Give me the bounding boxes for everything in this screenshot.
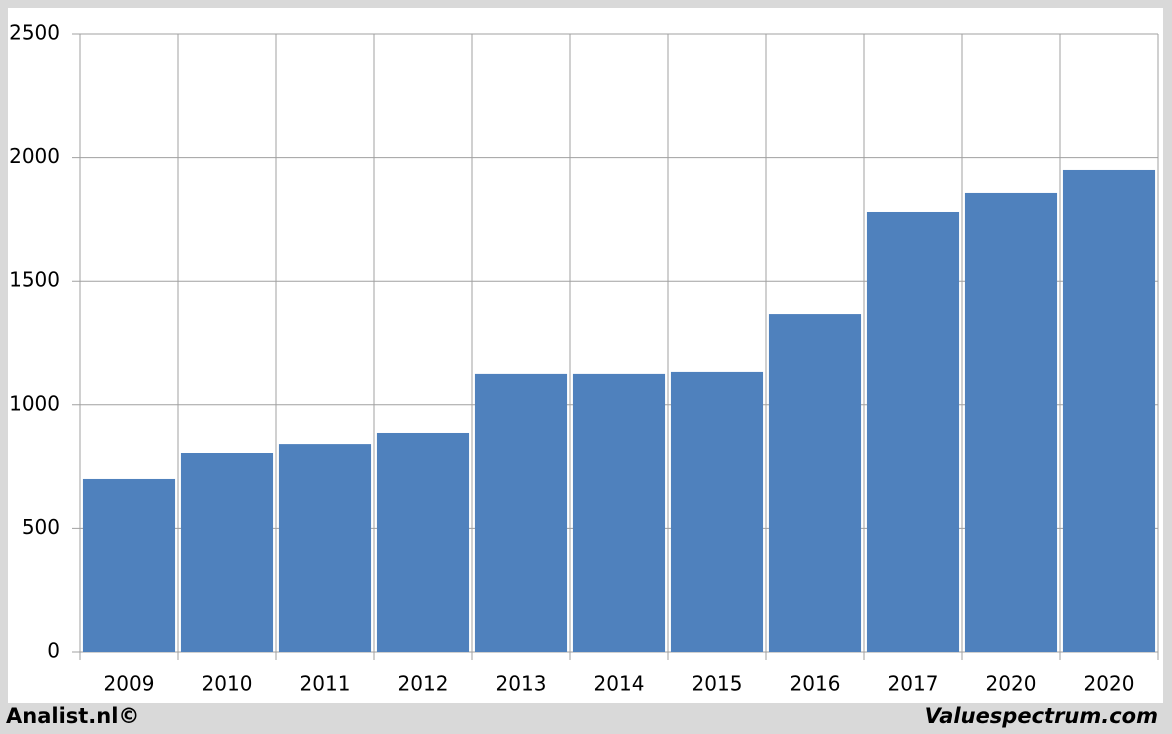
x-tick-label: 2020 <box>986 672 1037 696</box>
x-tick-label: 2011 <box>300 672 351 696</box>
y-tick-label: 2000 <box>9 144 60 168</box>
y-tick-label: 0 <box>47 639 60 663</box>
bar <box>1062 169 1156 652</box>
footer-right: Valuespectrum.com <box>925 704 1158 728</box>
x-tick-label: 2013 <box>496 672 547 696</box>
x-tick-label: 2014 <box>594 672 645 696</box>
bar <box>670 371 764 652</box>
x-tick-label: 2016 <box>790 672 841 696</box>
bar <box>964 192 1058 653</box>
footer-left: Analist.nl© <box>6 704 139 728</box>
x-tick-label: 2012 <box>398 672 449 696</box>
x-tick-label: 2017 <box>888 672 939 696</box>
bar <box>572 373 666 652</box>
x-tick-label: 2009 <box>104 672 155 696</box>
y-tick-label: 1500 <box>9 268 60 292</box>
y-tick-label: 1000 <box>9 391 60 415</box>
bar <box>474 373 568 652</box>
bar <box>82 478 176 652</box>
x-tick-label: 2010 <box>202 672 253 696</box>
bar <box>768 314 862 652</box>
bar <box>278 444 372 652</box>
bar <box>376 432 470 652</box>
y-tick-label: 500 <box>22 515 60 539</box>
x-tick-label: 2020 <box>1084 672 1135 696</box>
bar <box>866 211 960 652</box>
x-tick-label: 2015 <box>692 672 743 696</box>
y-tick-label: 2500 <box>9 21 60 45</box>
bar <box>180 453 274 652</box>
